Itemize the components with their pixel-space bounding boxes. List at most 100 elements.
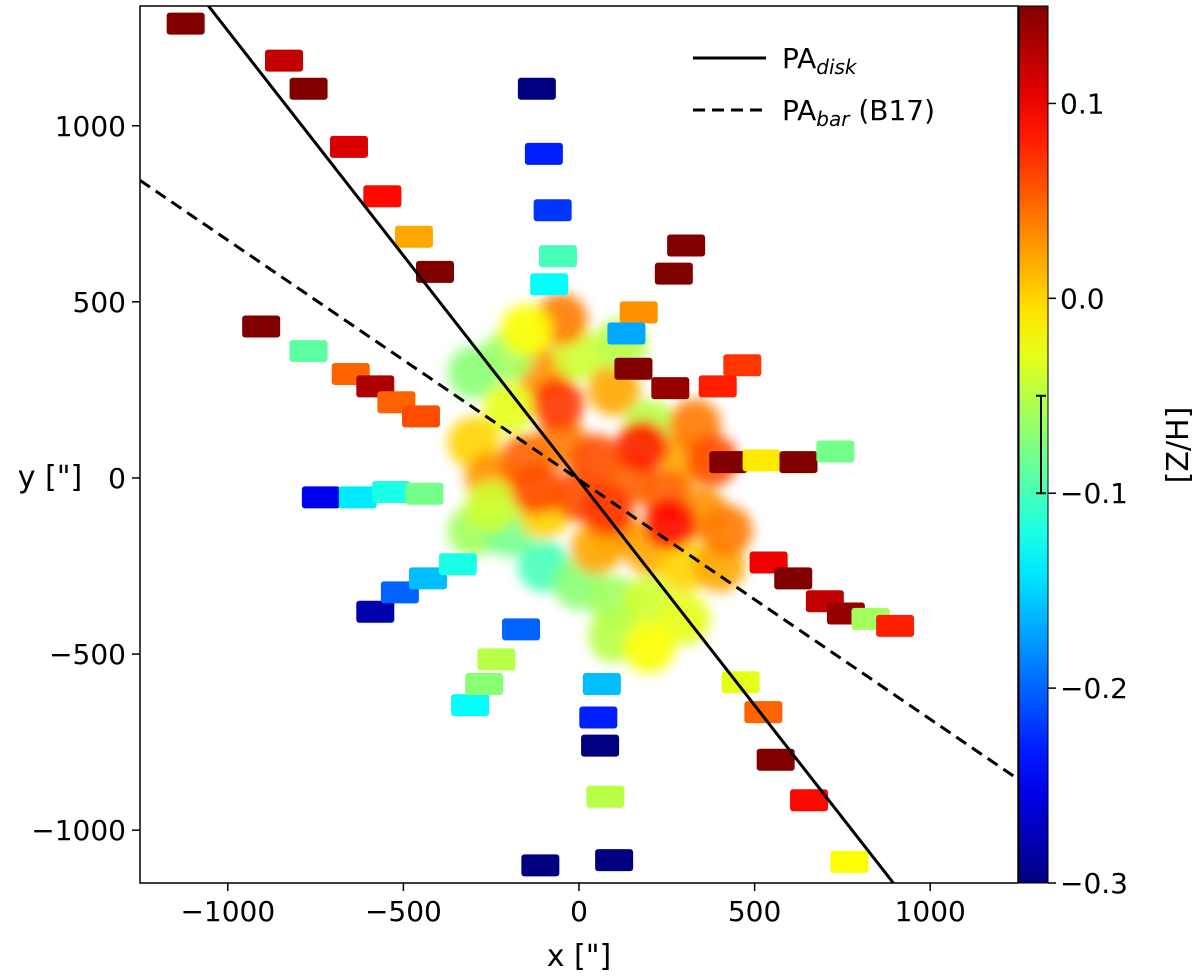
pa-disk-line bbox=[207, 6, 895, 883]
y-tick-label: 0 bbox=[108, 462, 126, 495]
ifu-pointing bbox=[289, 77, 328, 100]
ifu-pointing bbox=[614, 357, 653, 380]
ifu-pointing bbox=[521, 854, 560, 877]
ifu-pointing bbox=[356, 600, 395, 623]
core-blob bbox=[531, 377, 584, 430]
ifu-pointing bbox=[524, 142, 563, 165]
ifu-pointing bbox=[709, 451, 748, 474]
y-tick-label: −1000 bbox=[31, 814, 126, 847]
x-axis-ticks: −1000 −500 0 500 1000 bbox=[180, 883, 966, 928]
ifu-pointing bbox=[654, 262, 693, 285]
central-ifu-mosaic bbox=[447, 293, 753, 674]
x-tick-label: −500 bbox=[365, 895, 442, 928]
ifu-pointing bbox=[774, 567, 813, 590]
legend-pa-bar-sub: bar bbox=[816, 107, 851, 131]
colorbar-tick-label: −0.3 bbox=[1060, 867, 1128, 900]
ifu-pointing bbox=[502, 618, 541, 641]
ifu-pointing bbox=[667, 234, 706, 257]
ifu-pointing bbox=[289, 340, 328, 363]
colorbar-gradient bbox=[1018, 5, 1049, 884]
ifu-pointing bbox=[408, 567, 447, 590]
plot-area bbox=[139, 5, 1019, 884]
legend-label-pa-bar: PAbar (B17) bbox=[782, 94, 935, 131]
x-tick-label: 0 bbox=[570, 895, 588, 928]
ifu-pointing bbox=[530, 273, 569, 296]
ifu-pointing bbox=[242, 315, 281, 338]
ifu-pointing bbox=[816, 440, 855, 463]
ifu-pointing bbox=[166, 12, 205, 35]
ifu-pointing bbox=[329, 135, 368, 158]
core-blob bbox=[700, 504, 753, 557]
core-blob bbox=[510, 462, 563, 515]
core-blob bbox=[644, 497, 697, 550]
ifu-pointing bbox=[517, 77, 556, 100]
ifu-pointing bbox=[595, 849, 634, 872]
ifu-pointing bbox=[756, 748, 795, 771]
ifu-pointing bbox=[338, 486, 377, 509]
ifu-pointing bbox=[607, 322, 646, 345]
colorbar-tick-label: −0.1 bbox=[1060, 477, 1128, 510]
ifu-pointing bbox=[579, 706, 618, 729]
ifu-pointing bbox=[790, 789, 829, 812]
ifu-pointing bbox=[451, 694, 490, 717]
core-blob bbox=[482, 381, 535, 434]
ifu-pointing bbox=[619, 301, 658, 324]
y-tick-label: 500 bbox=[73, 286, 126, 319]
ifu-pointing bbox=[581, 734, 620, 757]
legend-pa-bar-base: PA bbox=[782, 94, 816, 127]
y-axis-label: y ["] bbox=[18, 460, 83, 495]
core-blob bbox=[616, 420, 669, 473]
colorbar-label: [Z/H] bbox=[1161, 407, 1196, 484]
ifu-pointing bbox=[538, 245, 577, 268]
pa-bar-line bbox=[140, 179, 1018, 781]
ifu-pointing bbox=[465, 673, 504, 696]
core-blob bbox=[447, 346, 500, 399]
ifu-pointing bbox=[698, 375, 737, 398]
colorbar-ticks: −0.3 −0.2 −0.1 0.0 0.1 bbox=[1048, 87, 1128, 900]
ifu-pointing bbox=[830, 850, 869, 873]
legend: PAdisk PAbar (B17) bbox=[693, 42, 935, 131]
ifu-pointing bbox=[586, 785, 625, 808]
x-tick-label: 1000 bbox=[895, 895, 966, 928]
ifu-pointings bbox=[166, 12, 915, 877]
legend-pa-bar-suffix: (B17) bbox=[849, 94, 935, 127]
x-axis-label: x ["] bbox=[547, 939, 612, 974]
ifu-pointing bbox=[723, 354, 762, 377]
ifu-pointing bbox=[372, 481, 411, 504]
ifu-pointing bbox=[363, 185, 402, 208]
legend-label-pa-disk: PAdisk bbox=[782, 42, 858, 79]
ifu-pointing bbox=[744, 701, 783, 724]
core-blob bbox=[465, 480, 518, 533]
core-blob bbox=[581, 483, 634, 536]
legend-pa-disk-sub: disk bbox=[816, 55, 858, 79]
ifu-pointing bbox=[742, 449, 781, 472]
position-angle-lines bbox=[140, 6, 1018, 883]
y-tick-label: −500 bbox=[49, 638, 126, 671]
colorbar-error-bar bbox=[1036, 394, 1046, 495]
colorbar-tick-label: 0.1 bbox=[1060, 87, 1105, 120]
core-blob bbox=[623, 621, 676, 674]
colorbar-tick-label: 0.0 bbox=[1060, 282, 1105, 315]
ifu-pointing bbox=[477, 648, 516, 671]
ifu-pointing bbox=[533, 199, 572, 222]
ifu-pointing bbox=[438, 553, 477, 576]
ifu-pointing bbox=[264, 49, 303, 72]
ifu-pointing bbox=[301, 486, 340, 509]
y-axis-ticks: −1000 −500 0 500 1000 bbox=[31, 110, 140, 847]
x-tick-label: −1000 bbox=[180, 895, 275, 928]
ifu-pointing bbox=[876, 614, 915, 637]
y-tick-label: 1000 bbox=[55, 110, 126, 143]
ifu-pointing bbox=[401, 405, 440, 428]
core-blob bbox=[500, 304, 553, 357]
x-tick-label: 500 bbox=[728, 895, 781, 928]
colorbar-tick-label: −0.2 bbox=[1060, 672, 1128, 705]
ifu-pointing bbox=[394, 225, 433, 248]
ifu-pointing bbox=[779, 451, 818, 474]
ifu-pointing bbox=[721, 671, 760, 694]
ifu-pointing bbox=[416, 260, 455, 283]
ifu-pointing bbox=[405, 482, 444, 505]
ifu-pointing bbox=[651, 377, 690, 400]
colorbar: −0.3 −0.2 −0.1 0.0 0.1 [Z/H] bbox=[1018, 5, 1196, 900]
legend-pa-disk-base: PA bbox=[782, 42, 816, 75]
